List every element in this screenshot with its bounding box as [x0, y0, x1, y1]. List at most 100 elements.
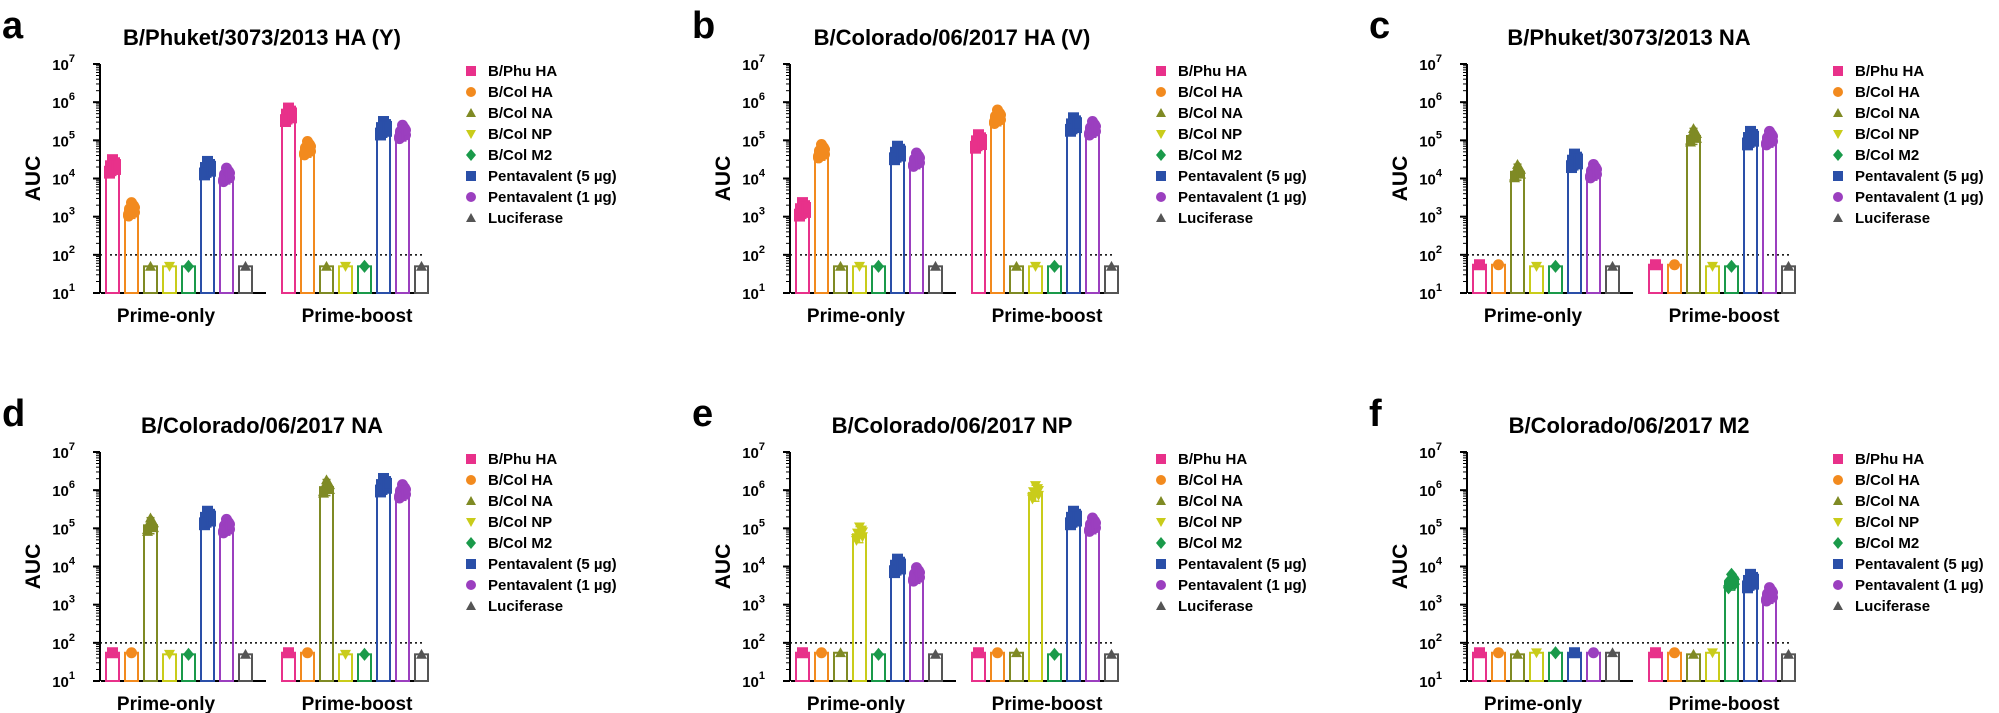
- bar: [1066, 124, 1081, 294]
- y-tick-base: 10: [52, 560, 69, 577]
- legend-label: B/Col NP: [1855, 126, 1919, 143]
- panel-d: d B/Colorado/06/2017 NA101102103104105106…: [2, 393, 617, 713]
- legend-marker: [466, 537, 476, 549]
- data-point: [1065, 123, 1076, 135]
- legend-marker: [1156, 537, 1166, 549]
- y-tick-exponent: 7: [759, 53, 765, 65]
- legend-marker: [1833, 149, 1843, 161]
- y-tick-exponent: 1: [69, 670, 75, 682]
- y-tick-base: 10: [52, 445, 69, 462]
- data-point: [973, 647, 984, 659]
- bar: [1724, 580, 1739, 683]
- y-tick-base: 10: [1419, 483, 1436, 500]
- y-tick-exponent: 6: [1436, 479, 1442, 491]
- legend-marker: [1156, 87, 1166, 97]
- bar: [814, 150, 829, 294]
- y-tick-base: 10: [1419, 521, 1436, 538]
- data-point: [1531, 648, 1542, 659]
- bar: [1743, 580, 1758, 683]
- panel-title: B/Phuket/3073/2013 HA (Y): [123, 25, 401, 50]
- data-point: [286, 107, 297, 119]
- y-tick-label: 107: [742, 53, 765, 74]
- y-tick-base: 10: [52, 286, 69, 303]
- data-point: [1707, 261, 1718, 272]
- legend-marker: [1156, 149, 1166, 161]
- data-point: [914, 152, 925, 164]
- data-point: [1726, 259, 1737, 273]
- y-tick-exponent: 5: [69, 129, 75, 141]
- y-tick-base: 10: [742, 483, 759, 500]
- legend-marker: [1833, 108, 1843, 117]
- data-point: [164, 649, 175, 660]
- bar: [1762, 137, 1777, 294]
- bar: [1085, 127, 1100, 294]
- y-tick-base: 10: [1419, 248, 1436, 265]
- legend-label: Pentavalent (1 µg): [488, 189, 617, 206]
- y-tick-exponent: 7: [69, 441, 75, 453]
- data-point: [895, 558, 906, 570]
- x-group-label: Prime-only: [117, 694, 216, 713]
- legend-marker: [1833, 171, 1843, 181]
- y-tick-exponent: 4: [1436, 556, 1443, 568]
- y-tick-label: 104: [52, 556, 76, 577]
- data-point: [1742, 137, 1753, 149]
- legend-label: Luciferase: [1178, 598, 1253, 615]
- data-point: [104, 165, 115, 177]
- data-point: [1783, 260, 1794, 271]
- bar: [300, 147, 315, 294]
- data-point: [889, 565, 900, 577]
- panel-e: e B/Colorado/06/2017 NP101102103104105106…: [692, 393, 1307, 713]
- legend-label: B/Col M2: [1178, 535, 1242, 552]
- data-point: [800, 202, 811, 214]
- y-tick-exponent: 3: [1436, 206, 1442, 218]
- bar: [219, 174, 234, 295]
- legend-label: Luciferase: [1178, 210, 1253, 227]
- legend-marker: [1833, 454, 1843, 464]
- legend-marker: [466, 518, 476, 527]
- legend-marker: [466, 496, 476, 505]
- data-point: [129, 202, 140, 214]
- y-tick-exponent: 6: [759, 91, 765, 103]
- legend-marker: [466, 475, 476, 485]
- panel-b: b B/Colorado/06/2017 HA (V)10110210310410…: [692, 5, 1307, 327]
- data-point: [240, 260, 251, 271]
- bar: [319, 486, 334, 683]
- legend-label: Pentavalent (5 µg): [1178, 168, 1307, 185]
- bar: [1586, 170, 1601, 295]
- panel-label: b: [692, 5, 715, 47]
- legend-marker: [466, 559, 476, 569]
- bar: [1510, 170, 1525, 295]
- y-tick-label: 101: [1419, 282, 1442, 303]
- legend-label: Pentavalent (5 µg): [488, 556, 617, 573]
- y-tick-base: 10: [742, 172, 759, 189]
- data-point: [992, 647, 1003, 659]
- y-tick-label: 107: [742, 441, 765, 462]
- y-tick-base: 10: [1419, 674, 1436, 691]
- data-point: [1011, 647, 1022, 658]
- legend-label: B/Col NA: [488, 105, 553, 122]
- data-point: [854, 261, 865, 272]
- data-point: [183, 647, 194, 661]
- data-point: [835, 647, 846, 658]
- y-axis-label: AUC: [1389, 544, 1412, 590]
- y-axis-label: AUC: [712, 544, 735, 590]
- data-point: [1767, 586, 1778, 598]
- legend-label: B/Phu HA: [1855, 451, 1924, 468]
- y-tick-exponent: 1: [759, 670, 765, 682]
- y-tick-exponent: 1: [69, 282, 75, 294]
- bar: [852, 533, 867, 682]
- legend-marker: [1833, 496, 1843, 505]
- y-tick-label: 106: [1419, 91, 1442, 112]
- y-tick-exponent: 7: [69, 53, 75, 65]
- y-tick-base: 10: [52, 674, 69, 691]
- y-tick-label: 103: [742, 594, 765, 615]
- data-point: [1607, 647, 1618, 658]
- y-tick-exponent: 1: [759, 282, 765, 294]
- legend-label: B/Col NA: [1855, 493, 1920, 510]
- data-point: [359, 259, 370, 273]
- legend-label: B/Phu HA: [1178, 63, 1247, 80]
- y-tick-exponent: 7: [759, 441, 765, 453]
- y-axis-label: AUC: [712, 156, 735, 202]
- y-tick-label: 101: [742, 282, 765, 303]
